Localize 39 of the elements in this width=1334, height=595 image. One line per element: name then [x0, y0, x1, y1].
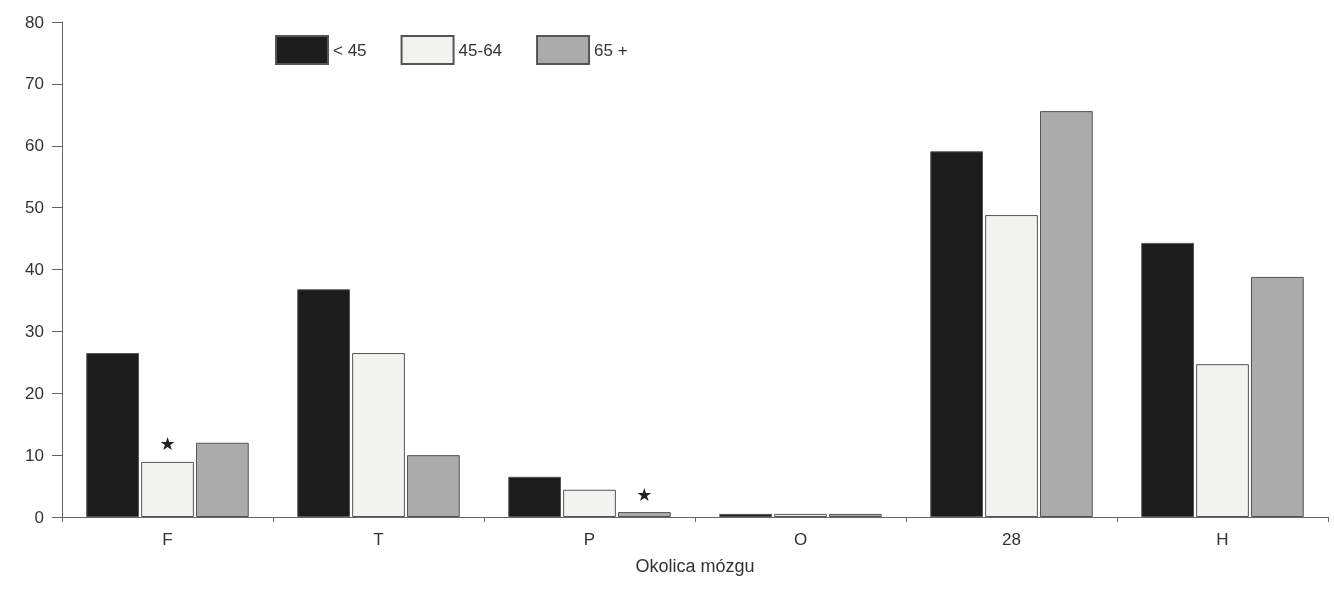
y-tick-label: 60 — [25, 136, 44, 156]
bar — [508, 476, 562, 517]
y-tick-label: 70 — [25, 74, 44, 94]
bar — [86, 353, 140, 517]
legend-label: 65 + — [594, 40, 628, 60]
x-tick-label: T — [373, 530, 384, 549]
bar — [1250, 276, 1304, 517]
bar — [563, 489, 616, 517]
y-tick-label: 50 — [25, 198, 44, 218]
y-tick-label: 40 — [25, 260, 44, 279]
bar — [985, 215, 1038, 517]
bar — [930, 151, 984, 517]
legend-label: < 45 — [333, 40, 367, 60]
bar — [195, 442, 249, 517]
legend-label: 45-64 — [458, 40, 503, 60]
bar — [297, 289, 351, 517]
y-tick-label: 10 — [25, 445, 44, 465]
bar — [719, 513, 773, 517]
bar — [406, 455, 460, 517]
x-tick-label: O — [793, 530, 808, 549]
bar — [828, 513, 882, 517]
bar — [1141, 242, 1195, 517]
x-tick-label: F — [162, 530, 173, 549]
bar — [141, 461, 194, 517]
bar — [1039, 111, 1093, 517]
bar — [617, 512, 671, 517]
bar — [352, 353, 405, 517]
y-tick-label: 30 — [25, 321, 44, 341]
y-tick-label: 20 — [25, 383, 44, 403]
y-tick-label: 80 — [25, 12, 44, 32]
annotation: ★ — [159, 433, 176, 455]
x-tick-label: H — [1216, 530, 1229, 549]
y-tick-label: 0 — [34, 507, 44, 527]
bar — [1196, 364, 1249, 517]
annotation: ★ — [636, 483, 653, 505]
x-axis-title: Okolica mózgu — [635, 556, 755, 576]
x-tick-label: P — [583, 530, 596, 549]
x-tick-label: 28 — [1002, 530, 1021, 549]
bar — [774, 513, 827, 517]
